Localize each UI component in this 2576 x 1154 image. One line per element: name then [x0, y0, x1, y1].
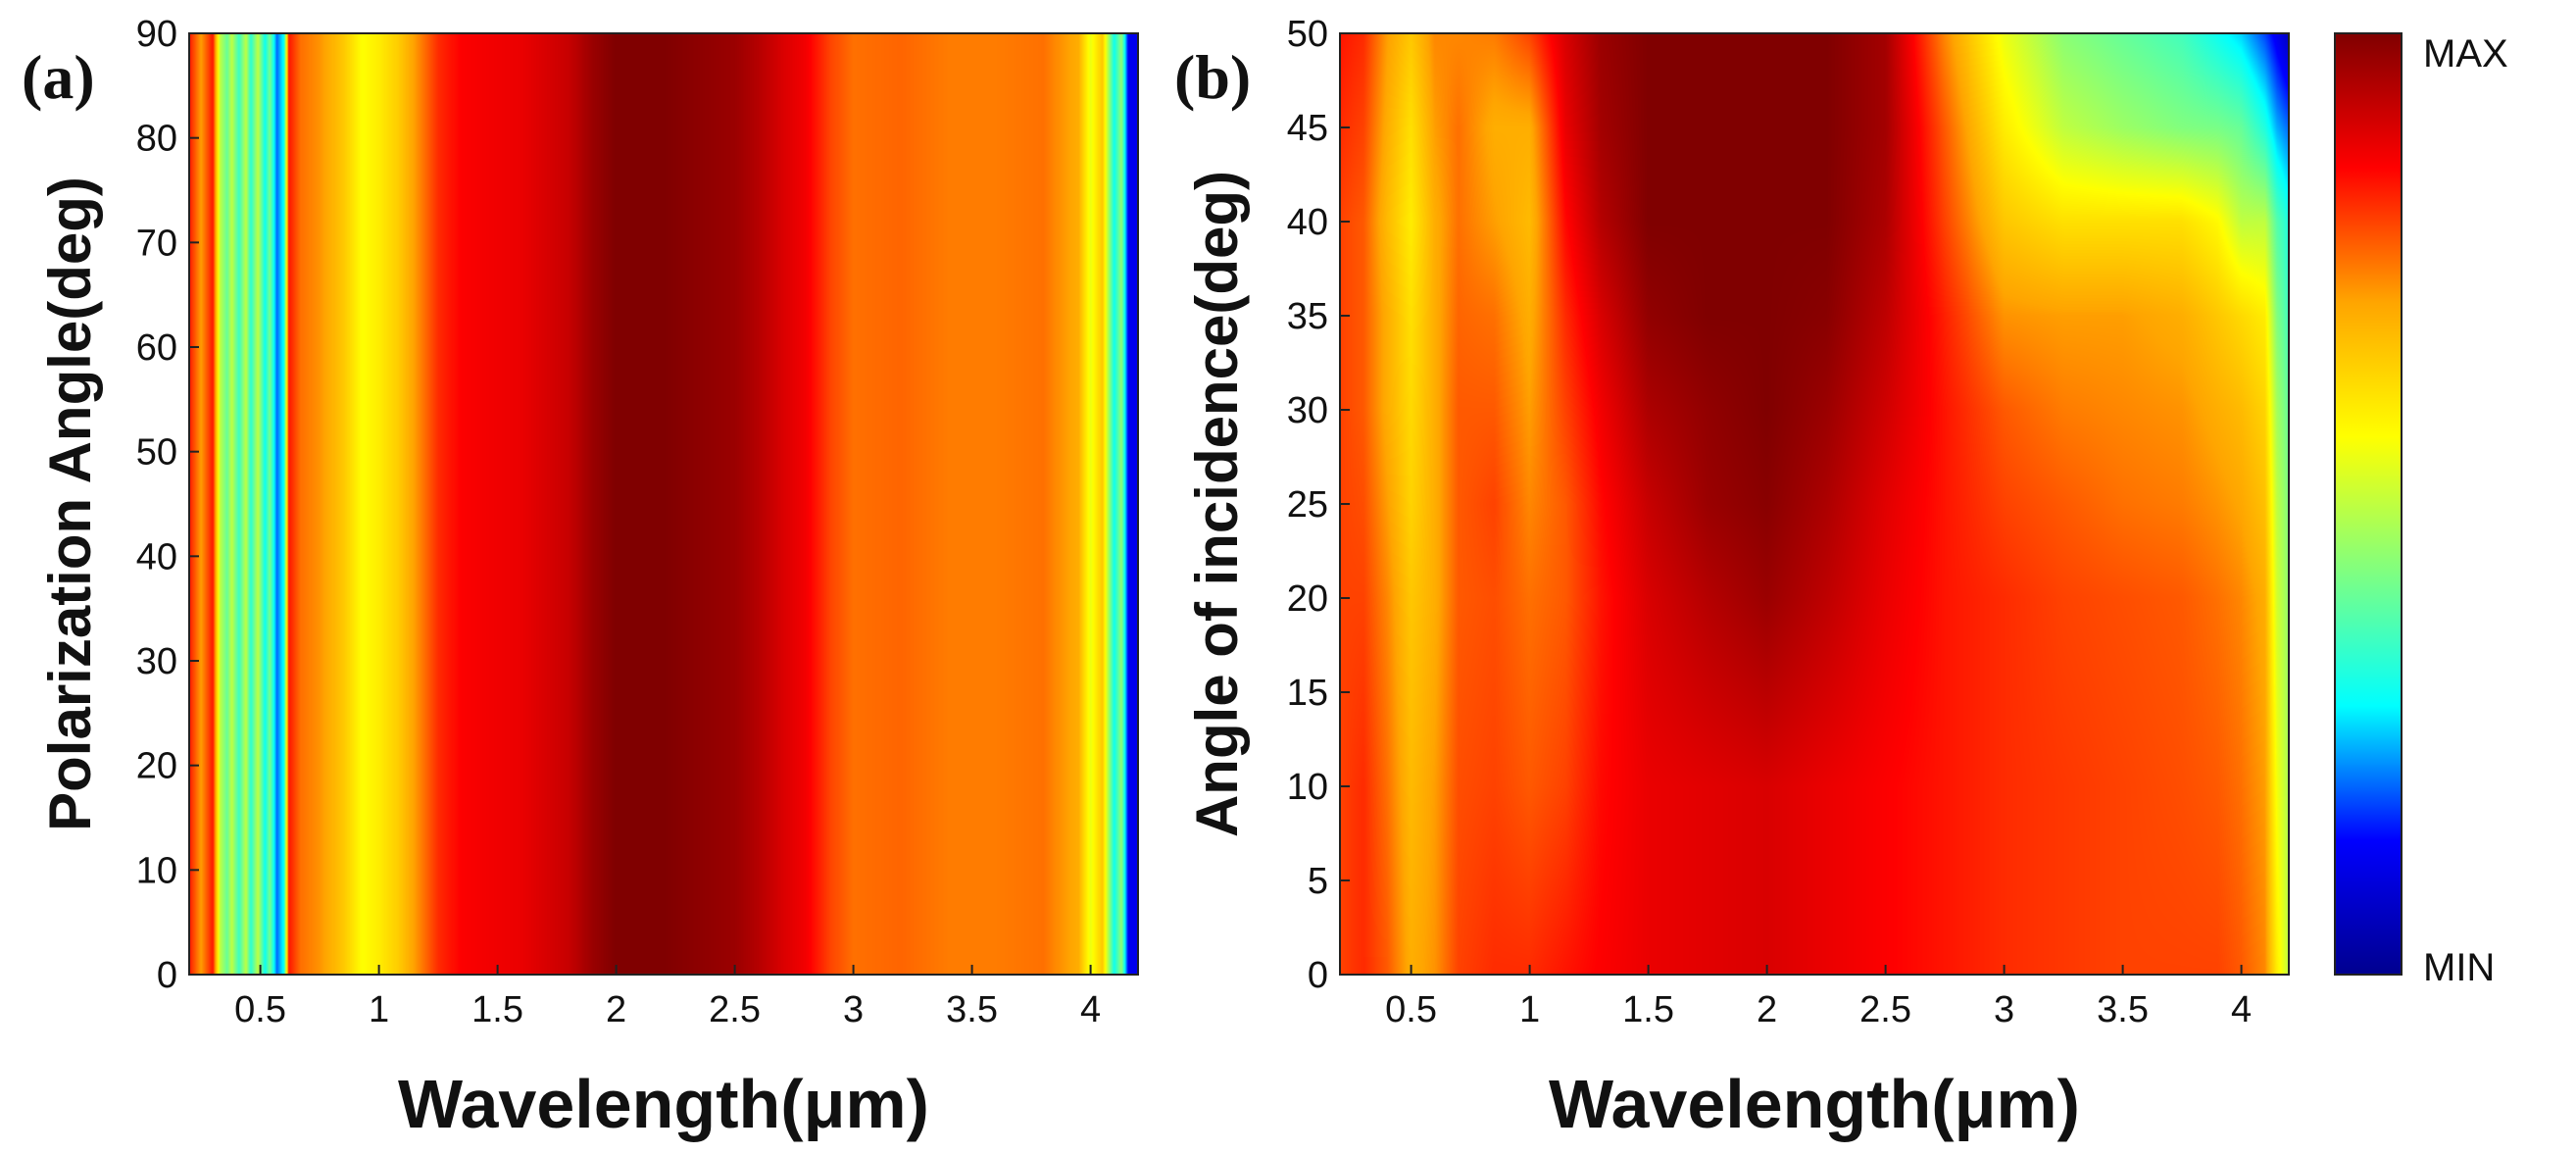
x-tick-label-b: 2	[1757, 989, 1777, 1030]
x-tick-label-b: 3	[1994, 989, 2014, 1030]
x-tick-label-a: 3.5	[946, 989, 998, 1030]
colorbar-gradient	[2334, 32, 2403, 976]
colorbar-max-label: MAX	[2423, 32, 2508, 75]
x-tick-label-a: 2	[606, 989, 626, 1030]
x-axis-title-a: Wavelength(μm)	[398, 1066, 929, 1142]
y-tick-label-b: 35	[1287, 296, 1328, 337]
y-tick-label-a: 70	[136, 223, 177, 264]
y-tick-label-a: 30	[136, 641, 177, 682]
y-tick-label-a: 20	[136, 746, 177, 787]
plot-frame-a	[188, 32, 1139, 976]
y-tick-label-b: 45	[1287, 108, 1328, 149]
heatmap-a-canvas-holder	[189, 33, 1138, 975]
panel-label-b: (b)	[1174, 42, 1251, 112]
x-tick-label-b: 1.5	[1622, 989, 1674, 1030]
x-tick-label-a: 1.5	[471, 989, 523, 1030]
y-axis-title-a: Polarization Angle(deg)	[37, 176, 103, 831]
y-tick-label-b: 0	[1308, 955, 1328, 996]
y-tick-label-a: 40	[136, 536, 177, 577]
y-tick-label-a: 0	[157, 955, 177, 996]
y-tick-label-b: 50	[1287, 14, 1328, 55]
y-tick-label-b: 25	[1287, 484, 1328, 526]
y-tick-label-a: 80	[136, 119, 177, 160]
y-tick-label-b: 15	[1287, 673, 1328, 714]
x-tick-label-b: 4	[2231, 989, 2252, 1030]
x-tick-label-b: 0.5	[1385, 989, 1437, 1030]
y-axis-title-b: Angle of incidence(deg)	[1184, 171, 1250, 837]
y-tick-label-a: 10	[136, 850, 177, 891]
x-tick-label-b: 3.5	[2097, 989, 2149, 1030]
y-tick-label-b: 10	[1287, 767, 1328, 808]
colorbar: MAX MIN	[2334, 32, 2508, 989]
x-tick-label-b: 2.5	[1859, 989, 1911, 1030]
colorbar-min-label: MIN	[2423, 946, 2495, 989]
x-tick-label-a: 3	[843, 989, 864, 1030]
x-tick-label-a: 1	[369, 989, 389, 1030]
y-tick-label-b: 30	[1287, 390, 1328, 431]
y-tick-label-a: 90	[136, 14, 177, 55]
y-tick-label-a: 60	[136, 327, 177, 369]
y-tick-label-a: 50	[136, 432, 177, 474]
x-axis-title-b: Wavelength(μm)	[1549, 1066, 2080, 1142]
x-tick-label-a: 0.5	[234, 989, 286, 1030]
x-tick-label-a: 4	[1080, 989, 1101, 1030]
x-tick-label-a: 2.5	[709, 989, 761, 1030]
y-tick-label-b: 5	[1308, 861, 1328, 902]
x-tick-label-b: 1	[1519, 989, 1540, 1030]
heatmap-b-canvas-holder	[1340, 33, 2289, 975]
y-tick-label-b: 40	[1287, 202, 1328, 243]
y-tick-label-b: 20	[1287, 578, 1328, 620]
panel-label-a: (a)	[22, 42, 95, 112]
